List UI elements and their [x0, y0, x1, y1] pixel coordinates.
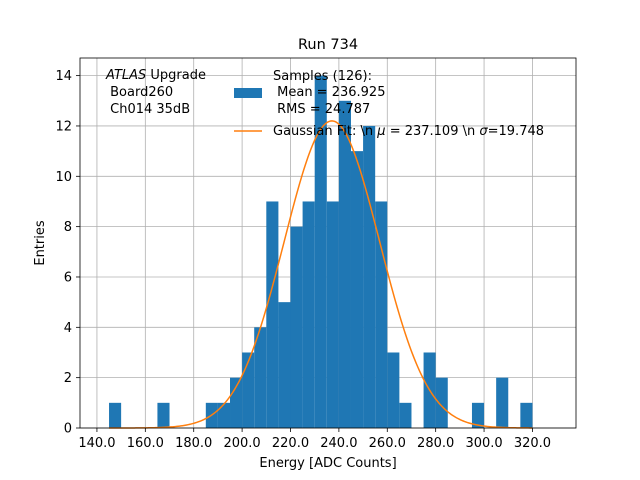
- legend-fit-text-b: = 237.109 \n: [386, 124, 480, 139]
- histogram-bar: [338, 100, 351, 428]
- legend-hist-line-2: Mean = 236.925: [273, 85, 385, 100]
- x-tick-label: 180.0: [175, 436, 212, 451]
- histogram-bar: [520, 402, 533, 428]
- legend-hist-swatch: [234, 88, 262, 98]
- annotation-line-3: Ch014 35dB: [106, 102, 190, 117]
- y-tick-label: 0: [64, 422, 72, 437]
- histogram-bar: [278, 302, 291, 428]
- histogram-bar: [350, 151, 364, 428]
- x-tick-label: 260.0: [369, 436, 406, 451]
- legend-fit-mu: μ: [376, 124, 385, 139]
- gaussian-fit-curve: [109, 120, 533, 429]
- histogram-bar: [314, 75, 327, 428]
- y-tick-label: 4: [64, 321, 72, 336]
- legend-hist-line-1: Samples (126):: [273, 69, 372, 84]
- histogram-bar: [109, 402, 122, 428]
- histogram-bar: [496, 377, 509, 428]
- histogram-bars: [109, 75, 533, 429]
- histogram-bar: [254, 327, 267, 428]
- histogram-bar: [242, 352, 255, 428]
- y-tick-label: 10: [55, 170, 72, 185]
- x-axis-label: Energy [ADC Counts]: [259, 456, 396, 471]
- x-tick-label: 240.0: [320, 436, 357, 451]
- y-axis-label: Entries: [33, 220, 48, 266]
- histogram-bar: [375, 201, 388, 428]
- x-tick-label: 280.0: [417, 436, 454, 451]
- y-tick-label: 12: [55, 119, 72, 134]
- annotation-atlas: ATLAS: [105, 68, 146, 83]
- x-tick-label: 220.0: [272, 436, 309, 451]
- legend-fit-sigma: σ: [479, 124, 488, 139]
- legend-fit-text-c: =19.748: [488, 124, 544, 139]
- histogram-bar: [326, 201, 339, 428]
- histogram-bar: [266, 201, 279, 428]
- histogram-bar: [435, 377, 448, 428]
- legend: Samples (126): Mean = 236.925 RMS = 24.7…: [234, 69, 544, 139]
- y-tick-label: 8: [64, 220, 72, 235]
- x-tick-label: 300.0: [465, 436, 502, 451]
- legend-hist-line-3: RMS = 24.787: [273, 102, 370, 117]
- annotation-line-2: Board260: [106, 85, 173, 100]
- chart-title: Run 734: [298, 37, 358, 53]
- legend-fit-label: Gaussian Fit: \n μ = 237.109 \n σ=19.748: [273, 124, 544, 139]
- atlas-annotation: ATLAS Upgrade Board260 Ch014 35dB: [105, 68, 206, 117]
- legend-fit-text-a: Gaussian Fit: \n: [273, 124, 377, 139]
- x-axis-ticks: 140.0 160.0 180.0 200.0 220.0 240.0 260.0 280.0…: [78, 428, 551, 451]
- histogram-bar: [302, 201, 315, 428]
- histogram-bar: [363, 125, 376, 429]
- histogram-bar: [387, 352, 400, 428]
- y-tick-label: 14: [55, 69, 72, 84]
- histogram-bar: [471, 402, 485, 428]
- histogram-bar: [157, 402, 170, 428]
- histogram-bar: [290, 226, 303, 428]
- annotation-line-1: ATLAS Upgrade: [105, 68, 206, 83]
- annotation-upgrade: Upgrade: [146, 68, 206, 83]
- histogram-bar: [399, 402, 412, 428]
- histogram-bar: [217, 402, 231, 428]
- y-axis-ticks: 0 2 4 6 8 10 12 14: [55, 69, 80, 437]
- plot-frame: [79, 57, 577, 429]
- y-tick-label: 2: [64, 371, 72, 386]
- x-tick-label: 320.0: [514, 436, 551, 451]
- x-tick-label: 160.0: [127, 436, 164, 451]
- y-tick-label: 6: [64, 270, 72, 285]
- histogram-bar: [230, 377, 243, 428]
- x-tick-label: 140.0: [78, 436, 115, 451]
- x-tick-label: 200.0: [223, 436, 260, 451]
